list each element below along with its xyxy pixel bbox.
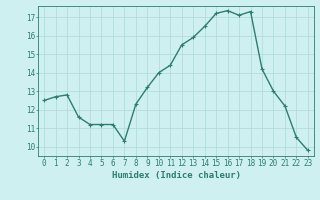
X-axis label: Humidex (Indice chaleur): Humidex (Indice chaleur) bbox=[111, 171, 241, 180]
